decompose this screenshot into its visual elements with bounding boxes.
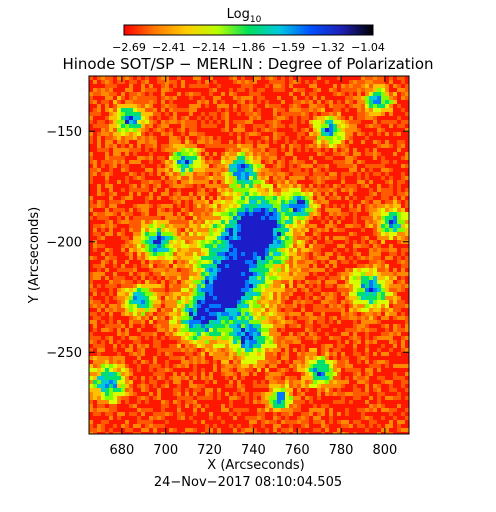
colorbar: Log10 −2.69 −2.41 −2.14 −1.86 −1.59 −1.32 −1.0… — [112, 7, 385, 54]
colorbar-tick-label: −2.69 — [112, 41, 146, 54]
x-axis-label: X (Arcseconds) — [207, 458, 304, 473]
plot-area: 680 700 720 740 760 780 800 −150 −200 −250 — [46, 75, 410, 458]
heatmap-cells — [89, 76, 409, 434]
y-tick-label: −150 — [46, 125, 82, 140]
x-tick-label: 780 — [329, 443, 354, 458]
plot-frame — [88, 75, 410, 435]
x-tick-label: 740 — [241, 443, 266, 458]
x-tick-label: 700 — [153, 443, 178, 458]
colorbar-tick-label: −2.14 — [192, 41, 226, 54]
x-tick-label: 800 — [372, 443, 397, 458]
y-tick-label: −200 — [46, 236, 82, 251]
colorbar-label-text: Log — [227, 7, 250, 22]
colorbar-tick-label: −1.86 — [232, 41, 266, 54]
chart-title: Hinode SOT/SP − MERLIN : Degree of Polar… — [62, 55, 433, 73]
x-tick-label: 720 — [197, 443, 222, 458]
colorbar-label-subscript: 10 — [250, 15, 262, 25]
x-tick-label: 680 — [109, 443, 134, 458]
observation-date: 24−Nov−2017 08:10:04.505 — [154, 475, 342, 490]
y-axis-label: Y (Arcseconds) — [27, 207, 42, 304]
colorbar-tick-label: −1.59 — [271, 41, 305, 54]
colorbar-tick-labels: −2.69 −2.41 −2.14 −1.86 −1.59 −1.32 −1.04 — [112, 41, 385, 54]
colorbar-label: Log10 — [227, 7, 262, 25]
colorbar-tick-label: −1.32 — [311, 41, 345, 54]
colorbar-gradient — [123, 24, 374, 36]
colorbar-tick-label: −2.41 — [152, 41, 186, 54]
y-tick-label: −250 — [46, 346, 82, 361]
y-axis-ticks: −150 −200 −250 — [46, 125, 409, 361]
colorbar-tick-label: −1.04 — [351, 41, 385, 54]
x-tick-label: 760 — [285, 443, 310, 458]
x-axis-ticks: 680 700 720 740 760 780 800 — [109, 76, 397, 458]
